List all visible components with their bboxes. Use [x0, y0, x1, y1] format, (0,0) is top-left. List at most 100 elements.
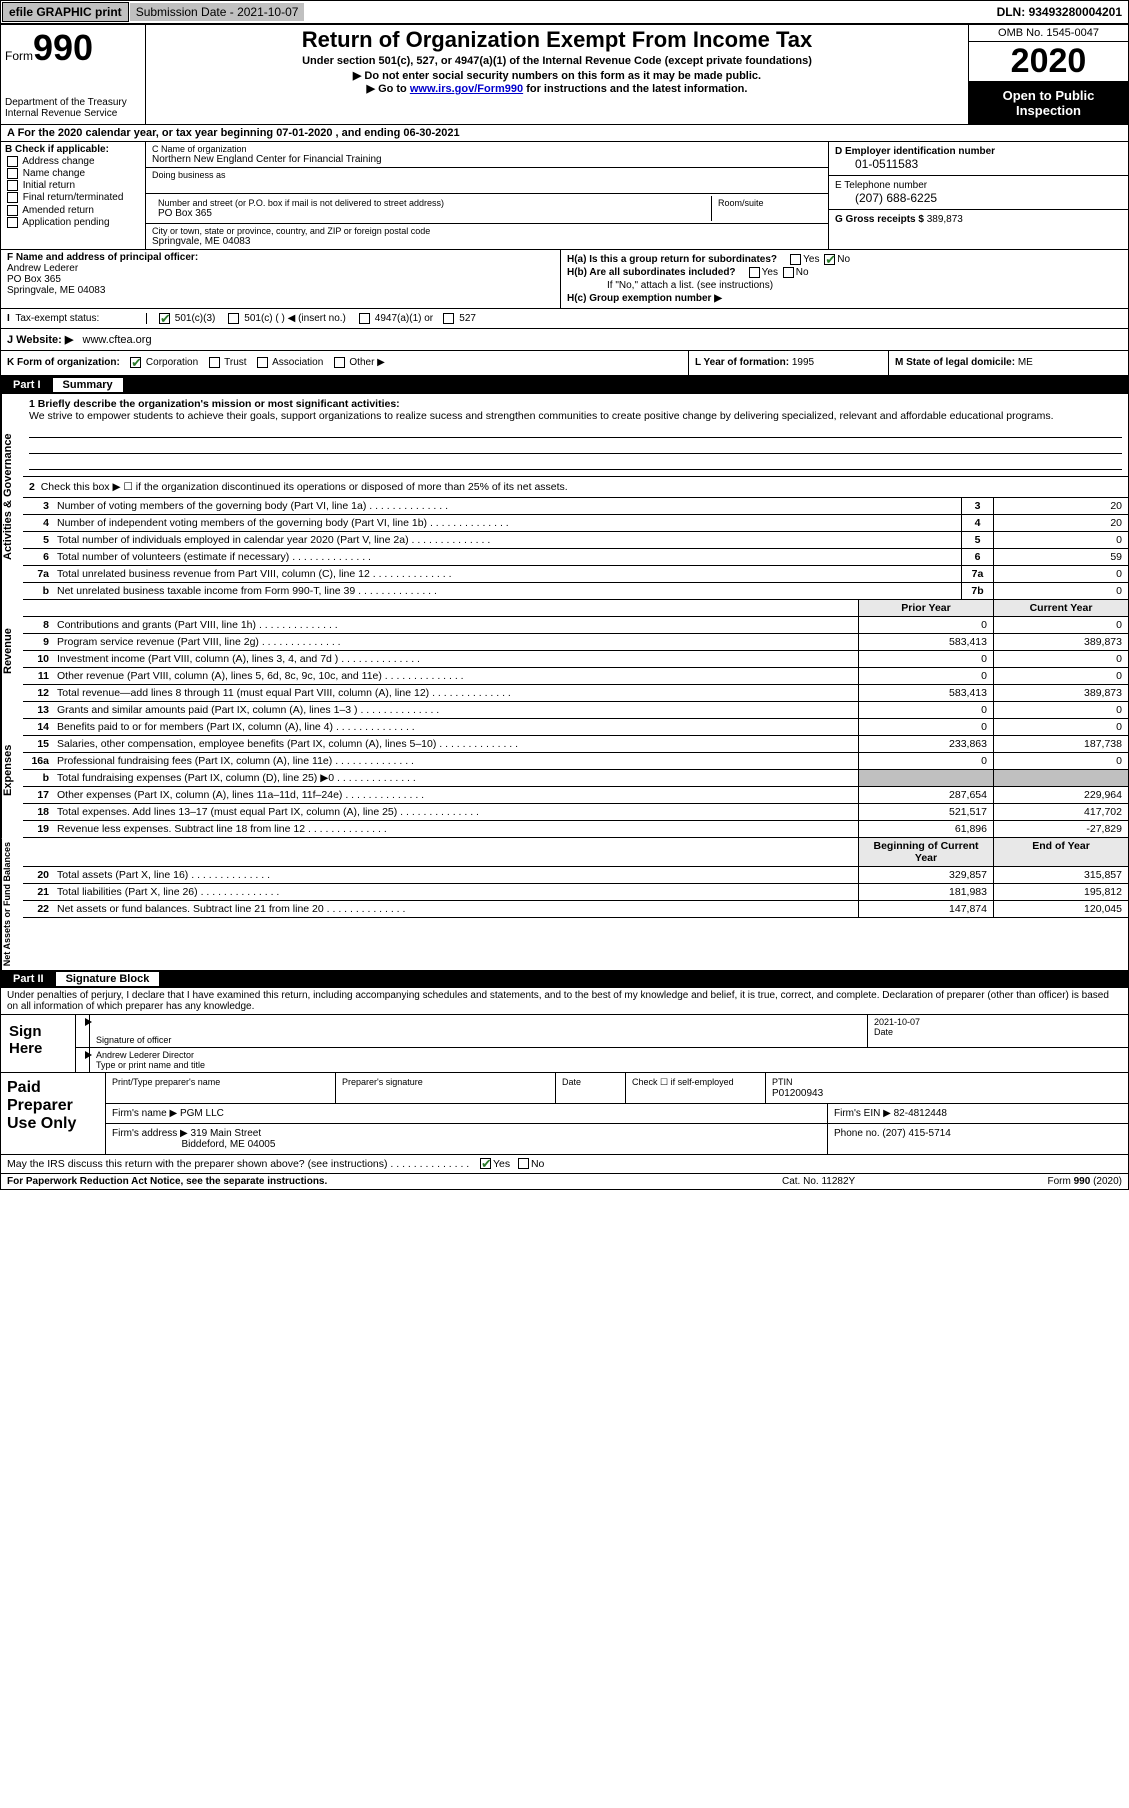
website-row: J Website: ▶ www.cftea.org [1, 329, 1128, 351]
submission-date: Submission Date - 2021-10-07 [130, 3, 305, 21]
principal-officer: F Name and address of principal officer:… [1, 250, 561, 308]
table-row: 8Contributions and grants (Part VIII, li… [23, 617, 1128, 634]
paid-preparer-label: Paid Preparer Use Only [1, 1073, 106, 1154]
signature-label: Signature of officer [96, 1035, 171, 1045]
preparer-date-label: Date [562, 1077, 581, 1087]
table-row: 14Benefits paid to or for members (Part … [23, 719, 1128, 736]
form-id-block: Form990 Department of the Treasury Inter… [1, 25, 146, 124]
form-label: Form [5, 49, 33, 63]
table-row: 18Total expenses. Add lines 13–17 (must … [23, 804, 1128, 821]
ck-initial-return: Initial return [23, 180, 75, 191]
paperwork-notice: For Paperwork Reduction Act Notice, see … [7, 1176, 782, 1187]
table-row: 12Total revenue—add lines 8 through 11 (… [23, 685, 1128, 702]
ptin: P01200943 [772, 1088, 823, 1099]
table-row: 21Total liabilities (Part X, line 26) 18… [23, 884, 1128, 901]
side-expenses: Expenses [1, 702, 23, 838]
phone: (207) 688-6225 [835, 191, 1122, 205]
self-employed-check: Check ☐ if self-employed [632, 1077, 734, 1087]
table-row: 5Total number of individuals employed in… [23, 532, 1128, 549]
table-row: 22Net assets or fund balances. Subtract … [23, 901, 1128, 918]
form-ref: Form 990 (2020) [962, 1176, 1122, 1187]
topbar: efile GRAPHIC print Submission Date - 20… [0, 0, 1129, 24]
mission-block: 1 Briefly describe the organization's mi… [23, 394, 1128, 477]
form-of-org: K Form of organization: Corporation Trus… [1, 351, 688, 374]
part1-header: Part I Summary [1, 376, 1128, 394]
table-row: 16aProfessional fundraising fees (Part I… [23, 753, 1128, 770]
section-b: B Check if applicable: Address change Na… [1, 142, 146, 249]
ck-name-change: Name change [23, 168, 85, 179]
firm-phone: (207) 415-5714 [882, 1128, 950, 1139]
ck-app-pending: Application pending [22, 217, 109, 228]
side-revenue: Revenue [1, 600, 23, 702]
footer: For Paperwork Reduction Act Notice, see … [1, 1174, 1128, 1189]
dept-treasury: Department of the Treasury [5, 97, 141, 108]
table-row: 9Program service revenue (Part VIII, lin… [23, 634, 1128, 651]
hdr-beginning: Beginning of Current Year [858, 838, 993, 866]
address-cell: Number and street (or P.O. box if mail i… [152, 196, 712, 221]
state-domicile: M State of legal domicile: ME [888, 351, 1128, 374]
website: www.cftea.org [83, 334, 152, 346]
mission-text: We strive to empower students to achieve… [29, 410, 1122, 422]
part2-header: Part II Signature Block [1, 970, 1128, 988]
org-name: Northern New England Center for Financia… [152, 154, 822, 165]
tax-year: 2020 [969, 42, 1128, 82]
sign-here-label: Sign Here [1, 1015, 76, 1072]
omb-number: OMB No. 1545-0047 [969, 25, 1128, 42]
dba-cell: Doing business as [146, 168, 828, 194]
section-h: H(a) Is this a group return for subordin… [561, 250, 1128, 308]
form-note2: ▶ Go to www.irs.gov/Form990 for instruct… [152, 82, 962, 95]
city-cell: City or town, state or province, country… [146, 224, 828, 249]
dept-irs: Internal Revenue Service [5, 108, 141, 119]
table-row: bNet unrelated business taxable income f… [23, 583, 1128, 600]
efile-btn[interactable]: efile GRAPHIC print [2, 2, 129, 22]
table-row: 19Revenue less expenses. Subtract line 1… [23, 821, 1128, 838]
line2: 2 Check this box ▶ ☐ if the organization… [23, 477, 1128, 498]
table-row: 15Salaries, other compensation, employee… [23, 736, 1128, 753]
tax-exempt-status: I Tax-exempt status: 501(c)(3) 501(c) ( … [1, 309, 1128, 329]
table-row: bTotal fundraising expenses (Part IX, co… [23, 770, 1128, 787]
table-row: 20Total assets (Part X, line 16) 329,857… [23, 867, 1128, 884]
hdr-prior-year: Prior Year [858, 600, 993, 616]
side-net-assets: Net Assets or Fund Balances [1, 838, 23, 970]
room-suite: Room/suite [712, 196, 822, 221]
firm-ein: 82-4812448 [894, 1108, 947, 1119]
form-note1: ▶ Do not enter social security numbers o… [152, 69, 962, 82]
firm-name: PGM LLC [180, 1108, 224, 1119]
ein: 01-0511583 [835, 157, 1122, 171]
firm-address: 319 Main Street [191, 1128, 262, 1139]
table-row: 10Investment income (Part VIII, column (… [23, 651, 1128, 668]
org-name-cell: C Name of organization Northern New Engl… [146, 142, 828, 168]
city-state-zip: Springvale, ME 04083 [152, 236, 822, 247]
address: PO Box 365 [158, 208, 705, 219]
ck-final-return: Final return/terminated [23, 193, 124, 204]
form-title: Return of Organization Exempt From Incom… [152, 27, 962, 53]
ck-address-change: Address change [22, 156, 94, 167]
hdr-end: End of Year [993, 838, 1128, 866]
form-990: Form990 Department of the Treasury Inter… [0, 24, 1129, 1190]
cat-no: Cat. No. 11282Y [782, 1176, 962, 1187]
preparer-name-label: Print/Type preparer's name [112, 1077, 220, 1087]
side-activities: Activities & Governance [1, 394, 23, 600]
officer-name: Andrew Lederer Director [96, 1050, 1122, 1060]
irs-link[interactable]: www.irs.gov/Form990 [410, 83, 523, 95]
ein-cell: D Employer identification number 01-0511… [829, 142, 1128, 176]
table-row: 11Other revenue (Part VIII, column (A), … [23, 668, 1128, 685]
hdr-current-year: Current Year [993, 600, 1128, 616]
phone-cell: E Telephone number (207) 688-6225 [829, 176, 1128, 210]
discuss-row: May the IRS discuss this return with the… [1, 1155, 1128, 1174]
table-row: 13Grants and similar amounts paid (Part … [23, 702, 1128, 719]
row-a-tax-year: A For the 2020 calendar year, or tax yea… [1, 125, 1128, 142]
table-row: 7aTotal unrelated business revenue from … [23, 566, 1128, 583]
ck-amended: Amended return [22, 205, 94, 216]
open-inspection: Open to Public Inspection [969, 82, 1128, 124]
table-row: 6Total number of volunteers (estimate if… [23, 549, 1128, 566]
dln: DLN: 93493280004201 [991, 3, 1128, 21]
gross-receipts: G Gross receipts $ 389,873 [829, 210, 1128, 229]
table-row: 4Number of independent voting members of… [23, 515, 1128, 532]
declaration: Under penalties of perjury, I declare th… [1, 988, 1128, 1015]
form-subtitle: Under section 501(c), 527, or 4947(a)(1)… [152, 55, 962, 67]
sign-date: 2021-10-07 [874, 1017, 1122, 1027]
table-row: 3Number of voting members of the governi… [23, 498, 1128, 515]
form-number: 990 [33, 27, 93, 68]
year-formation: L Year of formation: 1995 [688, 351, 888, 374]
